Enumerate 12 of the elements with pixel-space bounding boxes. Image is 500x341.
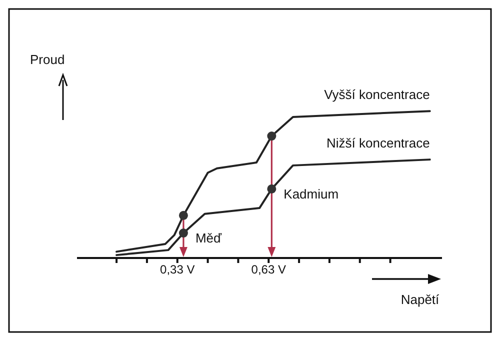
x-axis-title: Napětí: [400, 292, 440, 307]
series-label: Nižší koncentrace: [326, 136, 430, 151]
point: [267, 132, 276, 141]
annotation: Měď: [195, 230, 223, 246]
x-tick-label: 0,33 V: [160, 262, 195, 277]
point: [267, 184, 276, 194]
y-axis-title: Proud: [30, 52, 65, 67]
point: [178, 228, 188, 238]
point: [178, 210, 188, 220]
x-tick-label: 0,63 V: [251, 262, 286, 277]
annotation: Kadmium: [284, 186, 339, 202]
series-label: Vyšší koncentrace: [324, 87, 430, 102]
